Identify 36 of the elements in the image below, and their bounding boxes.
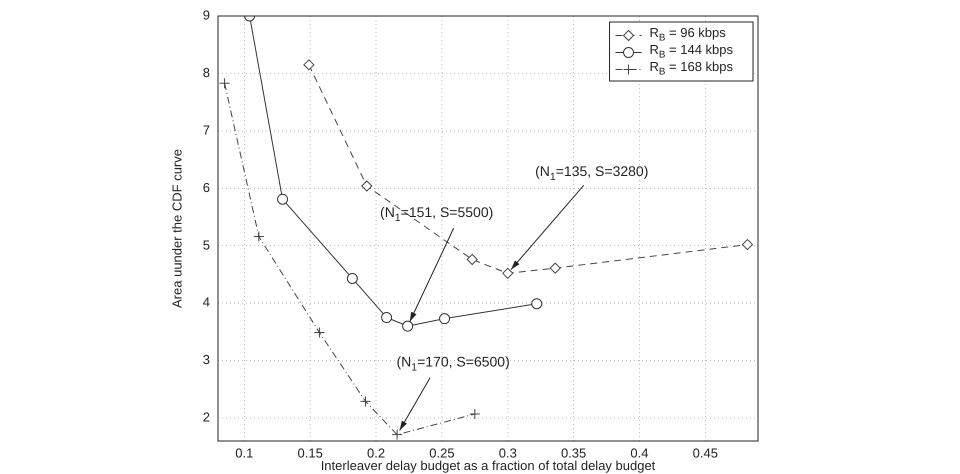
x-tick-label: 0.1	[235, 445, 254, 460]
point	[392, 429, 403, 440]
point	[361, 180, 372, 192]
x-tick-label: 0.35	[560, 445, 586, 460]
point	[360, 396, 372, 407]
y-tick-label: 9	[202, 8, 210, 23]
point	[303, 59, 314, 70]
point	[439, 313, 450, 324]
point	[277, 194, 288, 205]
y-tick-label: 5	[202, 237, 210, 252]
point	[531, 298, 542, 310]
y-tick-label: 4	[202, 294, 210, 310]
x-tick-label: 0.25	[429, 445, 455, 460]
y-tick-label: 3	[202, 352, 210, 368]
point	[402, 320, 414, 332]
point	[219, 78, 230, 89]
point	[253, 231, 264, 242]
y-tick-label: 8	[202, 65, 210, 80]
x-tick-label: 0.2	[367, 445, 386, 460]
point	[469, 408, 480, 420]
y-axis-title: Area uunder the CDF curve	[169, 149, 184, 308]
point	[466, 254, 478, 266]
point	[502, 268, 514, 279]
x-tick-label: 0.4	[630, 445, 649, 460]
x-tick-label: 0.3	[498, 445, 517, 460]
point	[742, 239, 753, 250]
point	[346, 272, 358, 284]
x-tick-label: 0.15	[298, 445, 323, 460]
point	[550, 262, 561, 274]
x-tick-label: 0.45	[692, 445, 718, 460]
x-axis-title: Interleaver delay budget as a fraction of total delay budget	[320, 458, 656, 473]
y-tick-label: 2	[202, 410, 210, 425]
y-tick-label: 7	[202, 122, 210, 138]
point	[381, 312, 392, 324]
point	[314, 326, 325, 338]
y-tick-label: 6	[202, 180, 210, 195]
